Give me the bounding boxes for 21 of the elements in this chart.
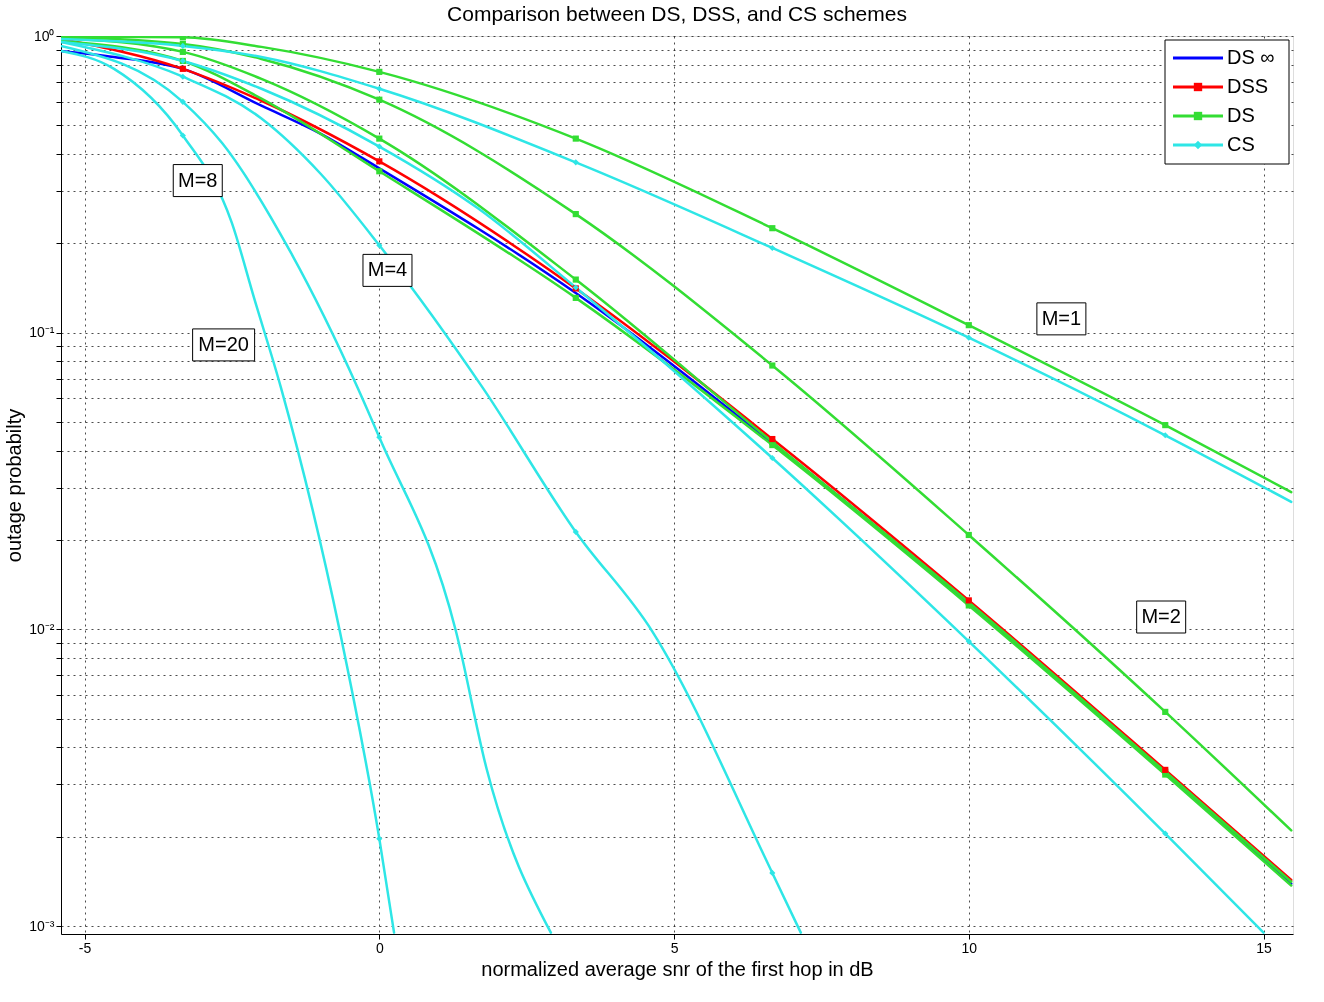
x-tick-label: -5 bbox=[78, 939, 92, 956]
legend-label: CS bbox=[1227, 133, 1255, 155]
x-axis-title: normalized average snr of the first hop in dB bbox=[481, 957, 874, 980]
y-tick-label: 10⁻¹ bbox=[29, 324, 55, 341]
chart-title: Comparison between DS, DSS, and CS schemes bbox=[447, 2, 907, 25]
annotation: M=4 bbox=[367, 258, 408, 281]
legend-label: DS bbox=[1227, 104, 1255, 126]
annotation: M=2 bbox=[1141, 605, 1181, 628]
x-tick-label: 15 bbox=[1256, 939, 1273, 956]
legend-label: DSS bbox=[1227, 75, 1269, 97]
legend-label: DS ∞ bbox=[1227, 46, 1275, 68]
annotation: M=1 bbox=[1041, 306, 1082, 329]
y-tick-label: 10⁻² bbox=[29, 620, 55, 637]
x-tick-label: 0 bbox=[375, 939, 384, 956]
x-tick-label: 10 bbox=[961, 939, 978, 956]
y-tick-label: 10⁻³ bbox=[29, 917, 55, 934]
x-tick-label: 5 bbox=[670, 939, 679, 956]
y-axis-title: outage probabilty bbox=[3, 408, 26, 563]
annotation: M=20 bbox=[198, 332, 249, 355]
y-tick-label: 10⁰ bbox=[33, 27, 55, 44]
annotation: M=8 bbox=[178, 168, 218, 191]
